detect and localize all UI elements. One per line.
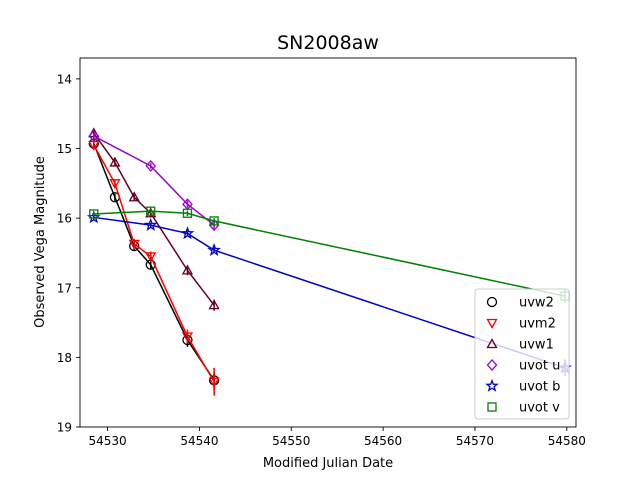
legend-label-uvot-u: uvot u — [519, 359, 560, 374]
legend-marker-uvm2 — [486, 318, 498, 329]
legend-box — [474, 288, 570, 420]
data-point-uvot-b — [207, 242, 221, 256]
legend-marker-uvot-v — [487, 402, 497, 412]
legend-marker-uvw1 — [486, 338, 498, 349]
legend: uvw2 uvm2 uvw1 uvot u uvot b uvot v — [474, 288, 570, 420]
x-tick-label: 54540 — [180, 434, 218, 448]
legend-marker-uvw2 — [486, 296, 498, 308]
data-point-uvm2 — [208, 377, 220, 388]
data-point-uvot-u — [208, 219, 220, 232]
data-point-uvot-v — [182, 208, 193, 218]
x-tick-label: 54550 — [272, 434, 310, 448]
legend-label-uvm2: uvm2 — [519, 317, 556, 332]
series-uvm2 — [88, 140, 220, 396]
axes-frame — [79, 57, 577, 428]
data-point-uvot-v — [89, 209, 99, 219]
legend-label-uvw1: uvw1 — [519, 338, 554, 353]
legend-marker-uvot-u — [486, 359, 498, 371]
y-tick-label: 19 — [57, 421, 72, 435]
y-tick-label: 17 — [57, 281, 72, 295]
data-point-uvw1 — [128, 191, 140, 202]
series-line-uvw2 — [93, 143, 215, 381]
y-tick-label: 14 — [57, 72, 72, 86]
data-point-uvm2 — [128, 239, 140, 250]
data-point-uvw1 — [145, 207, 157, 218]
x-tick-label: 54560 — [364, 434, 402, 448]
x-axis-label: Modified Julian Date — [263, 456, 393, 471]
y-tick-label: 15 — [57, 142, 72, 156]
data-point-uvm2 — [145, 252, 157, 263]
data-point-uvw1 — [181, 264, 194, 275]
legend-label-uvot-v: uvot v — [519, 401, 560, 416]
y-tick-label: 18 — [57, 351, 72, 365]
x-tick-label: 54580 — [548, 434, 586, 448]
data-point-uvm2 — [181, 332, 194, 343]
x-tick-label: 54570 — [456, 434, 494, 448]
chart-title: SN2008aw — [277, 32, 379, 54]
data-point-uvot-v — [146, 206, 156, 216]
data-point-uvw1 — [208, 299, 220, 310]
data-point-uvm2 — [109, 179, 121, 190]
data-point-uvot-b — [143, 217, 158, 231]
axes: 54530 54540 54550 54560 54570 54580 14 15 16 17 18… — [57, 57, 586, 448]
y-tick-label: 16 — [57, 212, 72, 226]
data-point-uvot-u — [88, 130, 100, 142]
legend-marker-uvot-b — [485, 378, 499, 392]
data-point-uvw1 — [109, 156, 121, 167]
series-line-uvw1 — [93, 132, 215, 306]
legend-label-uvw2: uvw2 — [519, 296, 554, 311]
data-point-uvot-v — [209, 216, 219, 226]
legend-label-uvot-b: uvot b — [519, 380, 560, 395]
x-tick-label: 54530 — [88, 434, 126, 448]
data-point-uvot-b — [180, 226, 195, 240]
series-line-uvm2 — [93, 144, 215, 383]
y-axis-label: Observed Vega Magnitude — [33, 156, 48, 328]
series-line-uvot-u — [93, 135, 215, 226]
data-point-uvot-u — [145, 159, 157, 172]
